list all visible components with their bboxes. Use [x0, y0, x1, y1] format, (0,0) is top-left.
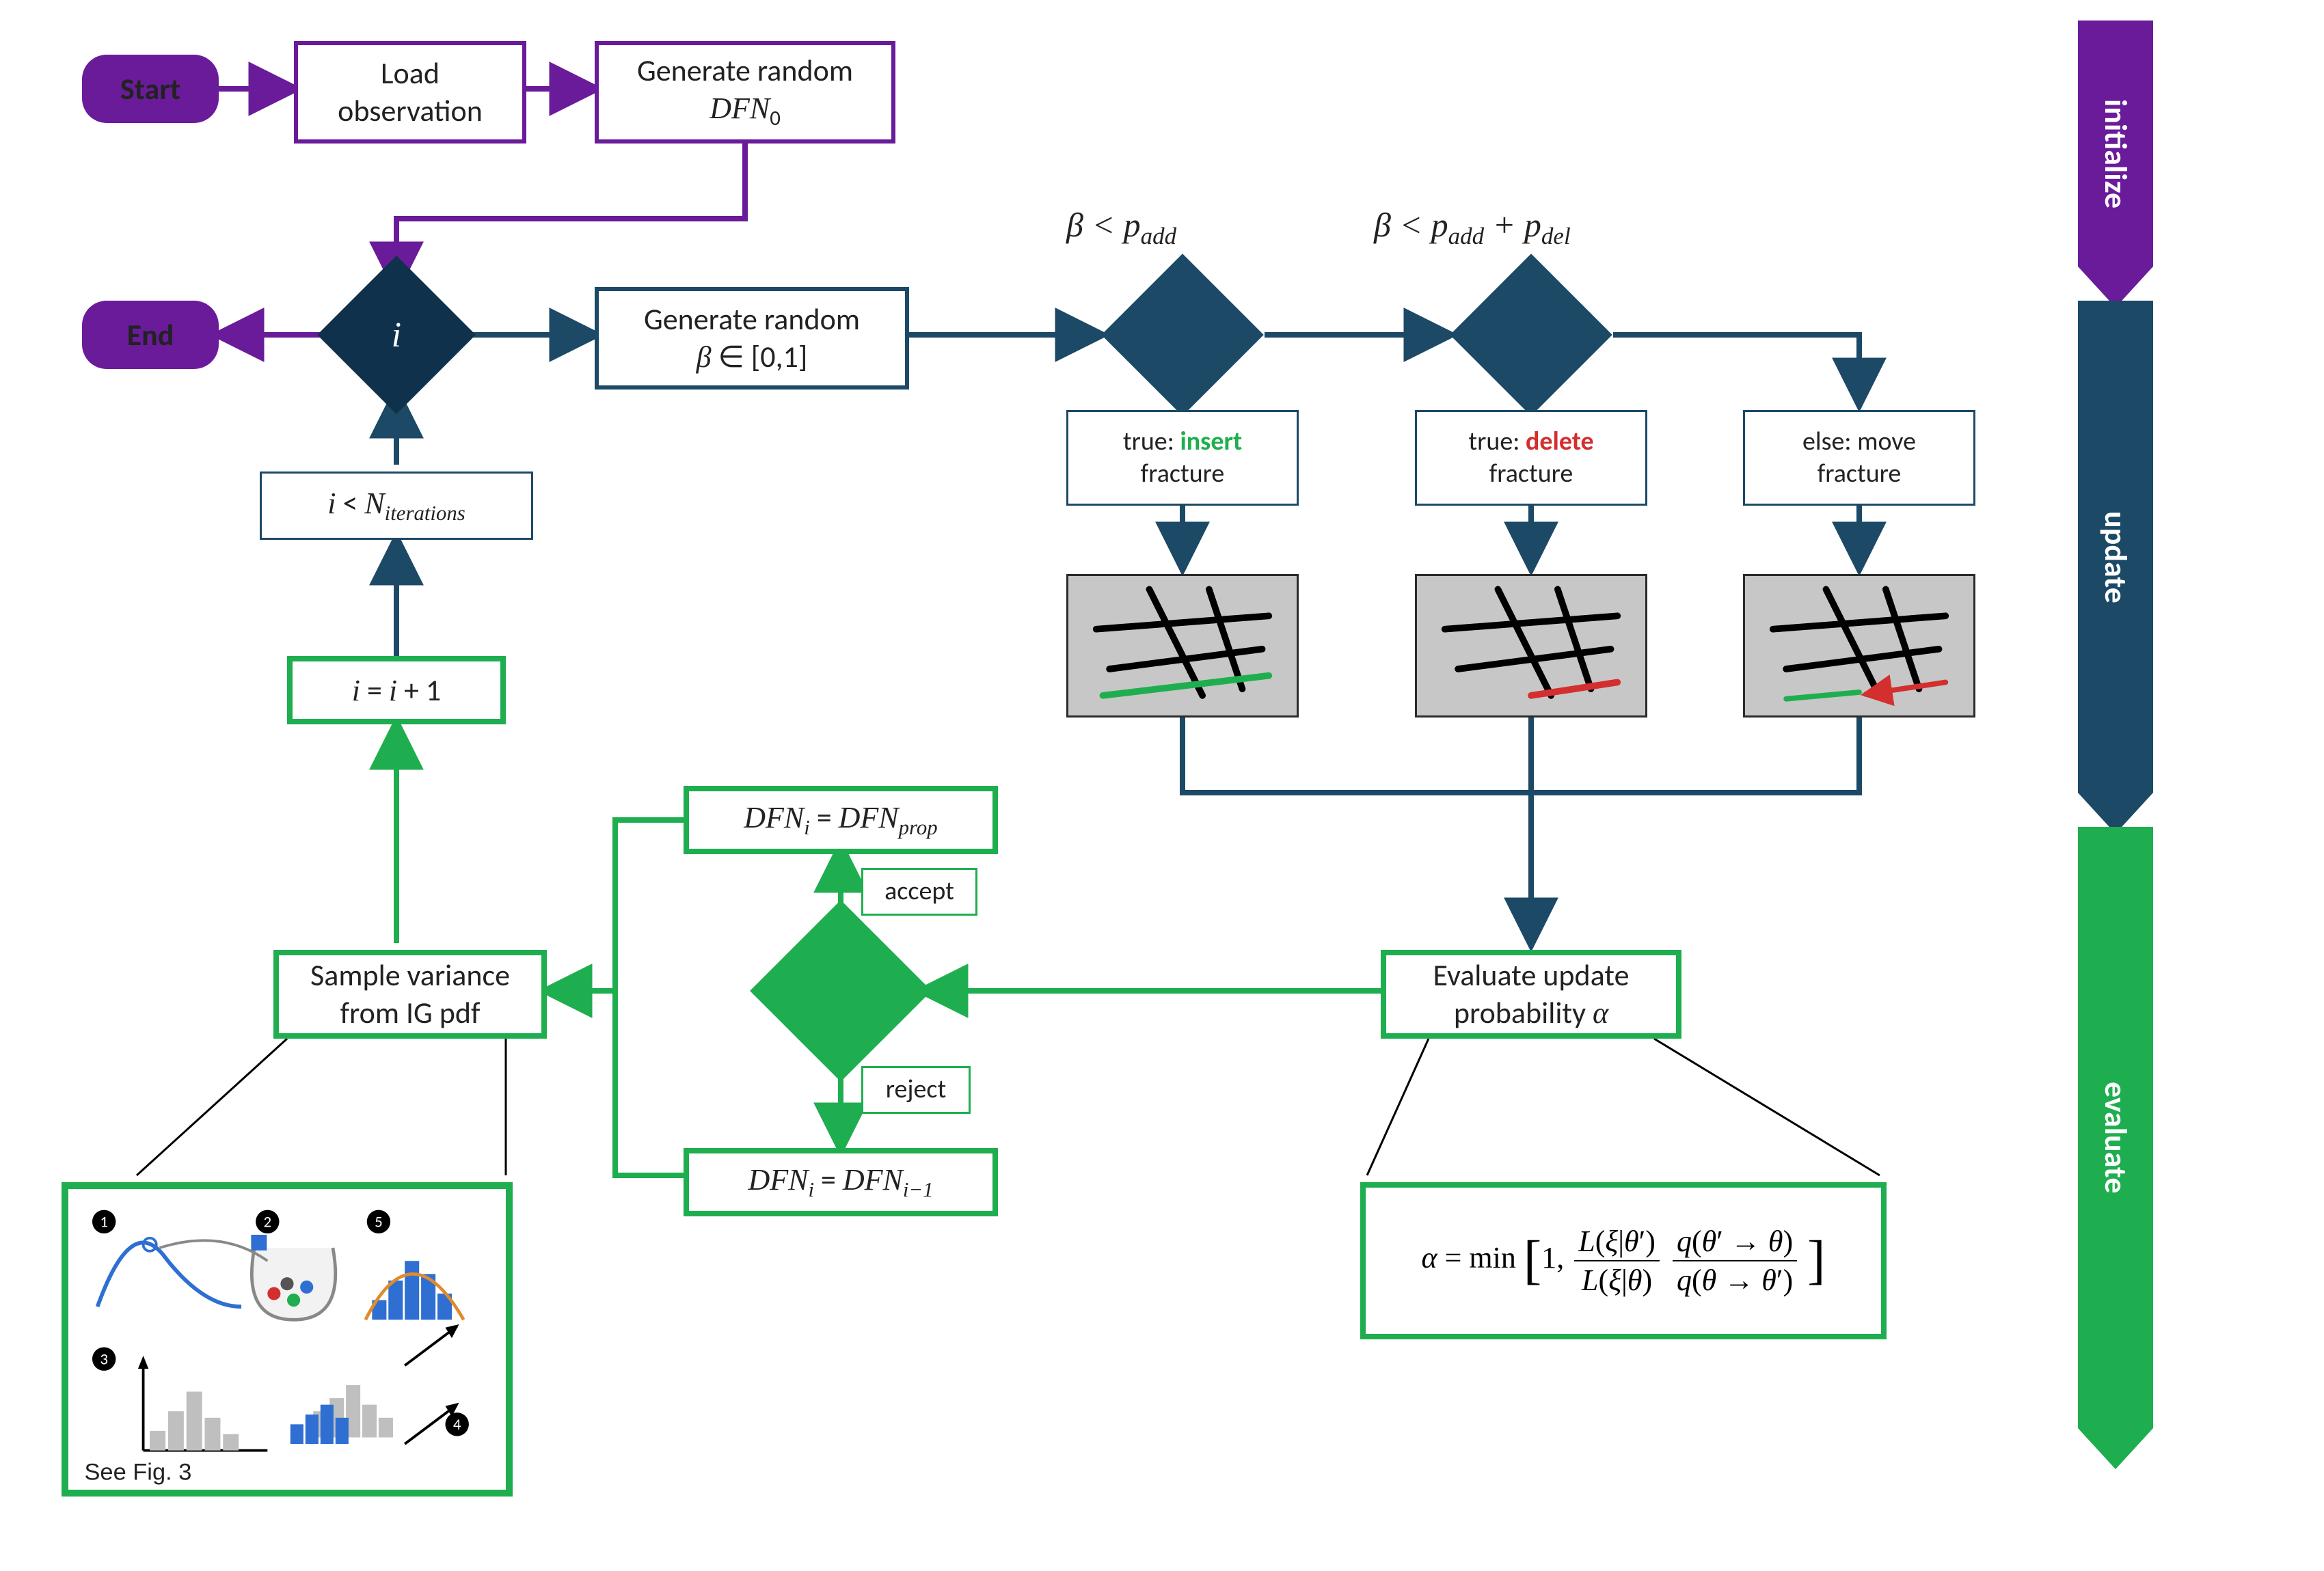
i-lt-n-box: i < Niterations [260, 472, 533, 540]
generate-dfn0-label: Generate randomDFN0 [637, 52, 853, 132]
ribbon-update: update [2078, 308, 2153, 806]
eval-alpha-label: Evaluate updateprobability α [1433, 957, 1630, 1032]
accept-label-box: accept [861, 868, 977, 916]
end-node: End [82, 301, 219, 369]
dfn-prop-label: DFNi = DFNprop [744, 799, 937, 841]
sample-variance-label: Sample variancefrom IG pdf [310, 957, 510, 1032]
load-observation-box: Loadobservation [294, 41, 526, 144]
start-node: Start [82, 55, 219, 123]
alpha-formula-box: α = min [1, L(ξ|θ′) L(ξ|θ) q(θ′ → θ) q(θ… [1360, 1182, 1887, 1339]
i-decision-diamond: i [340, 279, 452, 391]
i-increment-label: i = i + 1 [352, 672, 441, 709]
move-fracture-label: else: movefracture [1802, 426, 1916, 491]
generate-beta-label: Generate randomβ ∈ [0,1] [644, 301, 860, 376]
i-lt-n-label: i < Niterations [327, 484, 465, 526]
reject-label-box: reject [861, 1066, 971, 1114]
insert-fracture-label: true: insertfracture [1123, 426, 1242, 491]
cond-del-label: β < padd + pdel [1374, 205, 1571, 250]
svg-text:5: 5 [375, 1212, 383, 1231]
eval-alpha-box: Evaluate updateprobability α [1381, 950, 1681, 1039]
svg-text:2: 2 [263, 1212, 271, 1231]
cond-add-diamond [1125, 277, 1240, 392]
fracture-panel-delete [1415, 574, 1647, 718]
ribbon-evaluate: evaluate [2078, 834, 2153, 1442]
alpha-formula: α = min [1, L(ξ|θ′) L(ξ|θ) q(θ′ → θ) q(θ… [1421, 1222, 1825, 1299]
cond-add-label: β < padd [1066, 205, 1176, 250]
move-fracture-box: else: movefracture [1743, 410, 1975, 506]
generate-beta-box: Generate randomβ ∈ [0,1] [595, 287, 909, 390]
dfn-prop-box: DFNi = DFNprop [684, 786, 998, 854]
generate-dfn0-box: Generate randomDFN0 [595, 41, 895, 144]
cond-del-diamond [1474, 277, 1589, 392]
see-fig-caption: See Fig. 3 [84, 1460, 191, 1486]
load-observation-label: Loadobservation [338, 55, 483, 130]
svg-text:3: 3 [100, 1350, 108, 1369]
sample-variance-box: Sample variancefrom IG pdf [273, 950, 547, 1039]
i-decision-label: i [392, 314, 401, 355]
dfn-prev-label: DFNi = DFNi−1 [748, 1161, 933, 1203]
svg-text:4: 4 [453, 1415, 461, 1434]
ribbon-initialize: initialize [2078, 27, 2153, 280]
dfn-prev-box: DFNi = DFNi−1 [684, 1148, 998, 1216]
fracture-panel-move [1743, 574, 1975, 718]
delete-fracture-box: true: deletefracture [1415, 410, 1647, 506]
delete-fracture-label: true: deletefracture [1468, 426, 1593, 491]
see-fig-panel: 1 2 5 3 [62, 1182, 513, 1497]
alpha-decision-diamond [776, 927, 905, 1055]
fracture-panel-insert [1066, 574, 1299, 718]
svg-text:1: 1 [100, 1212, 108, 1231]
insert-fracture-box: true: insertfracture [1066, 410, 1299, 506]
i-increment-box: i = i + 1 [287, 656, 506, 724]
